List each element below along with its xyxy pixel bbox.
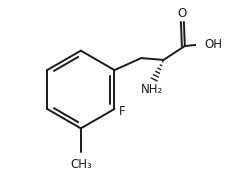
Text: NH₂: NH₂ bbox=[140, 83, 162, 96]
Text: F: F bbox=[118, 105, 125, 118]
Text: OH: OH bbox=[203, 38, 221, 51]
Text: O: O bbox=[177, 8, 186, 20]
Text: CH₃: CH₃ bbox=[70, 158, 91, 171]
